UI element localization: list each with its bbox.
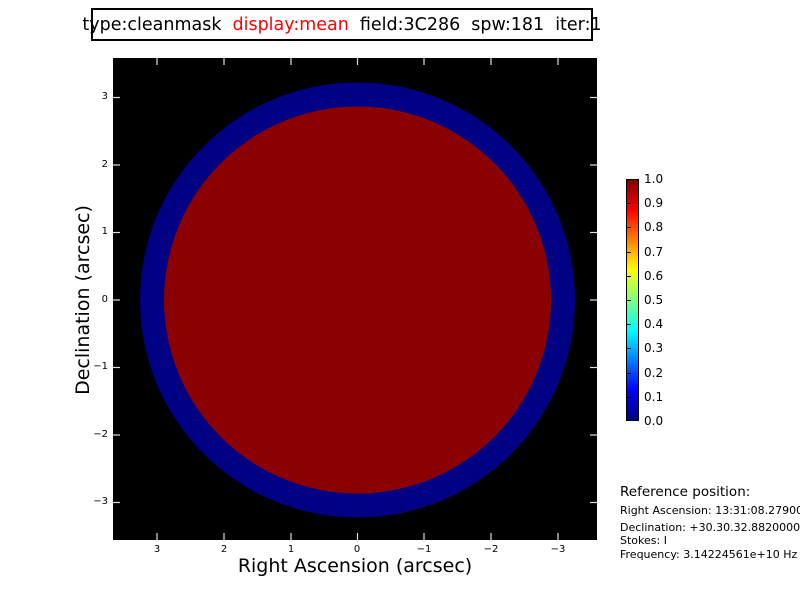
colorbar-tick-label: 0.6 <box>644 269 664 283</box>
y-tick-label: 2 <box>101 159 108 170</box>
reference-line-stokes: Stokes: I <box>620 534 667 547</box>
colorbar-tick-label: 0.9 <box>644 196 664 210</box>
colorbar-tick-label: 0.0 <box>644 414 664 428</box>
title-segment-field: field:3C286 <box>359 14 461 35</box>
x-tick-label: −2 <box>483 544 499 555</box>
title-box: type:cleanmask display:mean field:3C286 … <box>82 8 602 41</box>
x-tick-label: −1 <box>416 544 432 555</box>
colorbar-tick <box>627 348 631 349</box>
colorbar-tick-label: 0.7 <box>644 245 664 259</box>
y-tick-label: 1 <box>101 226 108 237</box>
colorbar-tick <box>627 324 631 325</box>
reference-line-dec: Declination: +30.30.32.88200000 <box>620 521 800 534</box>
title-segment-spw: spw:181 <box>471 14 545 35</box>
x-tick-label: 2 <box>220 544 228 555</box>
reference-line-ra: Right Ascension: 13:31:08.27900000 <box>620 504 800 517</box>
colorbar-tick <box>627 300 631 301</box>
title-segment-iter: iter:1 <box>555 14 602 35</box>
tick-marks <box>113 58 597 540</box>
y-tick-label: 3 <box>101 91 108 102</box>
colorbar-tick-label: 0.1 <box>644 390 664 404</box>
y-tick-label: −3 <box>93 496 108 507</box>
colorbar-tick <box>627 203 631 204</box>
colorbar-tick-label: 0.3 <box>644 341 664 355</box>
colorbar-tick <box>627 276 631 277</box>
mask-image <box>113 58 597 540</box>
title-segment-display: display:mean <box>232 14 349 35</box>
x-tick-label: 3 <box>153 544 161 555</box>
x-tick-label: 0 <box>353 544 361 555</box>
mask-interior-circle <box>164 106 551 494</box>
y-tick-label: −2 <box>93 429 108 440</box>
colorbar-tick <box>627 227 631 228</box>
colorbar-tick-label: 1.0 <box>644 172 664 186</box>
title-segment-type: type:cleanmask <box>82 14 222 35</box>
y-tick-label: −1 <box>93 361 108 372</box>
colorbar-tick <box>627 252 631 253</box>
colorbar-tick <box>627 397 631 398</box>
colorbar-tick-label: 0.5 <box>644 293 664 307</box>
y-axis-label: Declination (arcsec) <box>72 205 94 395</box>
x-tick-label: −3 <box>550 544 566 555</box>
plot-area <box>113 58 597 540</box>
colorbar-tick-label: 0.4 <box>644 317 664 331</box>
colorbar-gradient <box>626 179 639 421</box>
colorbar-tick-label: 0.8 <box>644 220 664 234</box>
reference-heading: Reference position: <box>620 484 751 500</box>
x-tick-label: 1 <box>287 544 295 555</box>
reference-line-frequency: Frequency: 3.14224561e+10 Hz <box>620 548 798 561</box>
colorbar-tick-label: 0.2 <box>644 366 664 380</box>
y-tick-label: 0 <box>101 294 108 305</box>
colorbar-tick <box>627 373 631 374</box>
x-axis-label: Right Ascension (arcsec) <box>237 555 473 577</box>
